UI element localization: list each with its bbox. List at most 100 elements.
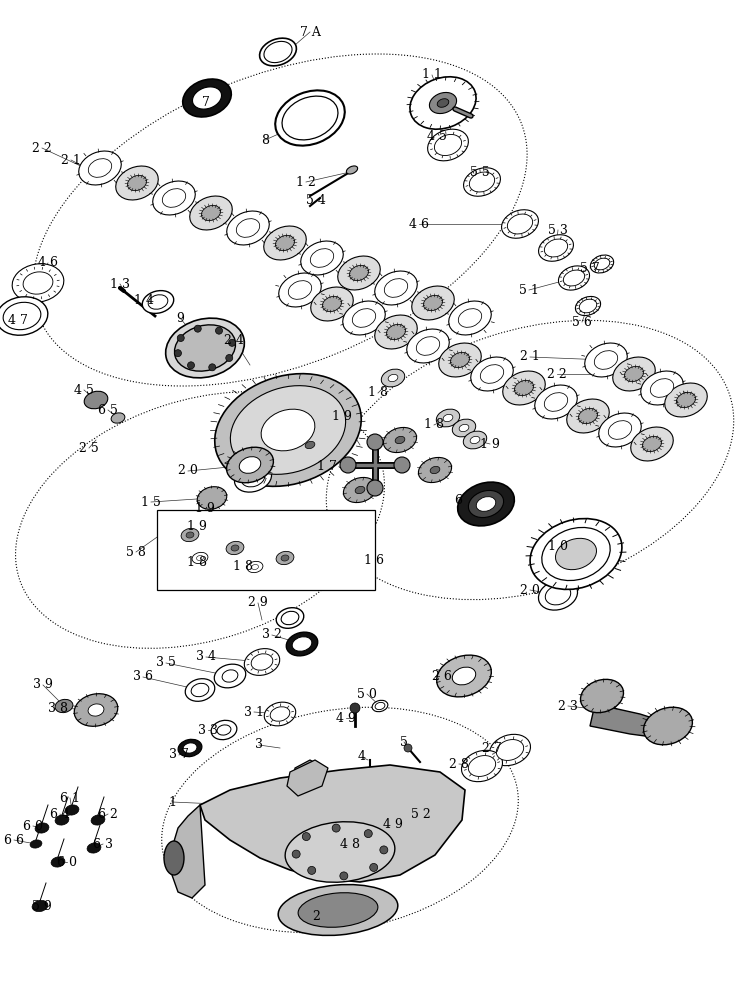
Ellipse shape: [217, 725, 231, 735]
Ellipse shape: [236, 219, 260, 237]
Ellipse shape: [665, 383, 708, 417]
Ellipse shape: [373, 700, 388, 712]
Ellipse shape: [410, 77, 476, 129]
Text: 7: 7: [202, 96, 210, 108]
Ellipse shape: [502, 210, 539, 238]
Ellipse shape: [79, 151, 121, 185]
Ellipse shape: [201, 205, 221, 221]
Ellipse shape: [535, 385, 577, 419]
Ellipse shape: [375, 315, 417, 349]
Circle shape: [188, 362, 194, 369]
Ellipse shape: [352, 840, 364, 850]
Text: 5 1: 5 1: [519, 284, 539, 296]
Ellipse shape: [595, 351, 618, 369]
Ellipse shape: [178, 739, 202, 757]
Ellipse shape: [162, 189, 186, 207]
Ellipse shape: [590, 255, 613, 273]
Ellipse shape: [439, 343, 481, 377]
Circle shape: [177, 334, 184, 342]
Ellipse shape: [227, 447, 274, 483]
Ellipse shape: [542, 527, 610, 581]
Ellipse shape: [153, 181, 195, 215]
Ellipse shape: [643, 436, 661, 452]
Circle shape: [370, 863, 378, 871]
Ellipse shape: [539, 235, 574, 261]
Circle shape: [209, 364, 215, 371]
Ellipse shape: [310, 249, 334, 267]
Text: 4: 4: [358, 750, 366, 764]
Ellipse shape: [559, 266, 589, 290]
Ellipse shape: [429, 92, 456, 114]
Ellipse shape: [276, 608, 304, 628]
Ellipse shape: [355, 486, 365, 494]
Text: 6 4: 6 4: [50, 808, 70, 820]
Ellipse shape: [375, 702, 385, 710]
Ellipse shape: [51, 857, 65, 867]
Ellipse shape: [276, 551, 294, 565]
Ellipse shape: [503, 371, 545, 405]
Ellipse shape: [3, 302, 41, 330]
Text: 1 5: 1 5: [141, 495, 161, 508]
Text: 5 2: 5 2: [411, 808, 431, 822]
Ellipse shape: [346, 166, 358, 174]
Ellipse shape: [214, 664, 246, 688]
Ellipse shape: [298, 893, 378, 927]
Ellipse shape: [279, 273, 321, 307]
Ellipse shape: [539, 580, 577, 610]
Ellipse shape: [343, 477, 376, 503]
Ellipse shape: [55, 699, 73, 713]
Text: 6 3: 6 3: [93, 838, 113, 850]
Ellipse shape: [388, 374, 398, 382]
Text: 4 8: 4 8: [340, 838, 360, 852]
Text: 1 7: 1 7: [317, 460, 337, 473]
Text: 1 8: 1 8: [424, 418, 444, 432]
Text: 2 4: 2 4: [224, 334, 244, 347]
Text: 6 0: 6 0: [23, 820, 43, 832]
Ellipse shape: [186, 679, 215, 701]
Circle shape: [340, 872, 348, 880]
Ellipse shape: [476, 497, 496, 511]
Ellipse shape: [395, 436, 405, 444]
Ellipse shape: [458, 482, 515, 526]
Text: 5 7: 5 7: [580, 261, 600, 274]
Ellipse shape: [468, 490, 503, 518]
Ellipse shape: [85, 391, 108, 409]
Text: 1 9: 1 9: [187, 520, 207, 532]
Ellipse shape: [74, 694, 117, 726]
Ellipse shape: [437, 655, 491, 697]
Text: 2 1: 2 1: [520, 351, 540, 363]
Ellipse shape: [468, 756, 496, 776]
Text: 6 0: 6 0: [57, 856, 77, 868]
Ellipse shape: [275, 90, 345, 146]
Circle shape: [174, 350, 182, 357]
Text: 2: 2: [312, 910, 320, 922]
Ellipse shape: [470, 436, 480, 444]
Text: 5 0: 5 0: [357, 688, 377, 700]
Circle shape: [380, 846, 387, 854]
Ellipse shape: [437, 99, 449, 107]
Ellipse shape: [567, 399, 610, 433]
Ellipse shape: [443, 414, 453, 422]
Ellipse shape: [338, 256, 380, 290]
Ellipse shape: [251, 654, 273, 670]
Ellipse shape: [127, 175, 147, 191]
Ellipse shape: [436, 409, 460, 427]
Ellipse shape: [242, 469, 265, 487]
Text: 4 7: 4 7: [8, 314, 28, 326]
Ellipse shape: [222, 670, 238, 682]
Text: 1 9: 1 9: [480, 438, 500, 450]
Ellipse shape: [384, 279, 408, 297]
Text: 4 9: 4 9: [336, 712, 356, 724]
Ellipse shape: [381, 369, 405, 387]
Ellipse shape: [349, 265, 369, 281]
Text: 5 4: 5 4: [306, 194, 326, 207]
Ellipse shape: [411, 286, 454, 320]
Ellipse shape: [270, 707, 289, 721]
Ellipse shape: [30, 840, 42, 848]
Ellipse shape: [575, 296, 601, 316]
Ellipse shape: [288, 281, 312, 299]
Text: 6 2: 6 2: [98, 808, 118, 820]
Ellipse shape: [0, 297, 48, 335]
Ellipse shape: [463, 431, 487, 449]
Ellipse shape: [322, 296, 342, 312]
